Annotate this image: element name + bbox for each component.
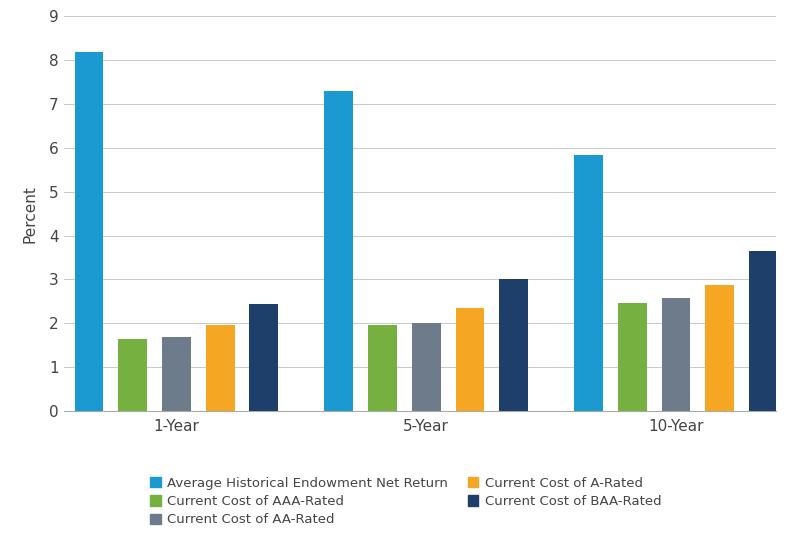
Bar — [706, 285, 734, 411]
Bar — [499, 278, 528, 411]
Bar — [206, 324, 234, 411]
Bar — [455, 308, 484, 411]
Bar — [118, 339, 147, 411]
Bar — [74, 52, 103, 411]
Bar — [412, 323, 441, 411]
Bar — [162, 338, 190, 411]
Bar — [250, 304, 278, 411]
Bar — [368, 324, 397, 411]
Bar — [618, 302, 646, 411]
Bar — [662, 298, 690, 411]
Bar — [574, 155, 603, 411]
Bar — [325, 91, 353, 411]
Bar — [749, 251, 778, 411]
Y-axis label: Percent: Percent — [22, 185, 38, 243]
Legend: Average Historical Endowment Net Return, Current Cost of AAA-Rated, Current Cost: Average Historical Endowment Net Return,… — [146, 473, 666, 530]
